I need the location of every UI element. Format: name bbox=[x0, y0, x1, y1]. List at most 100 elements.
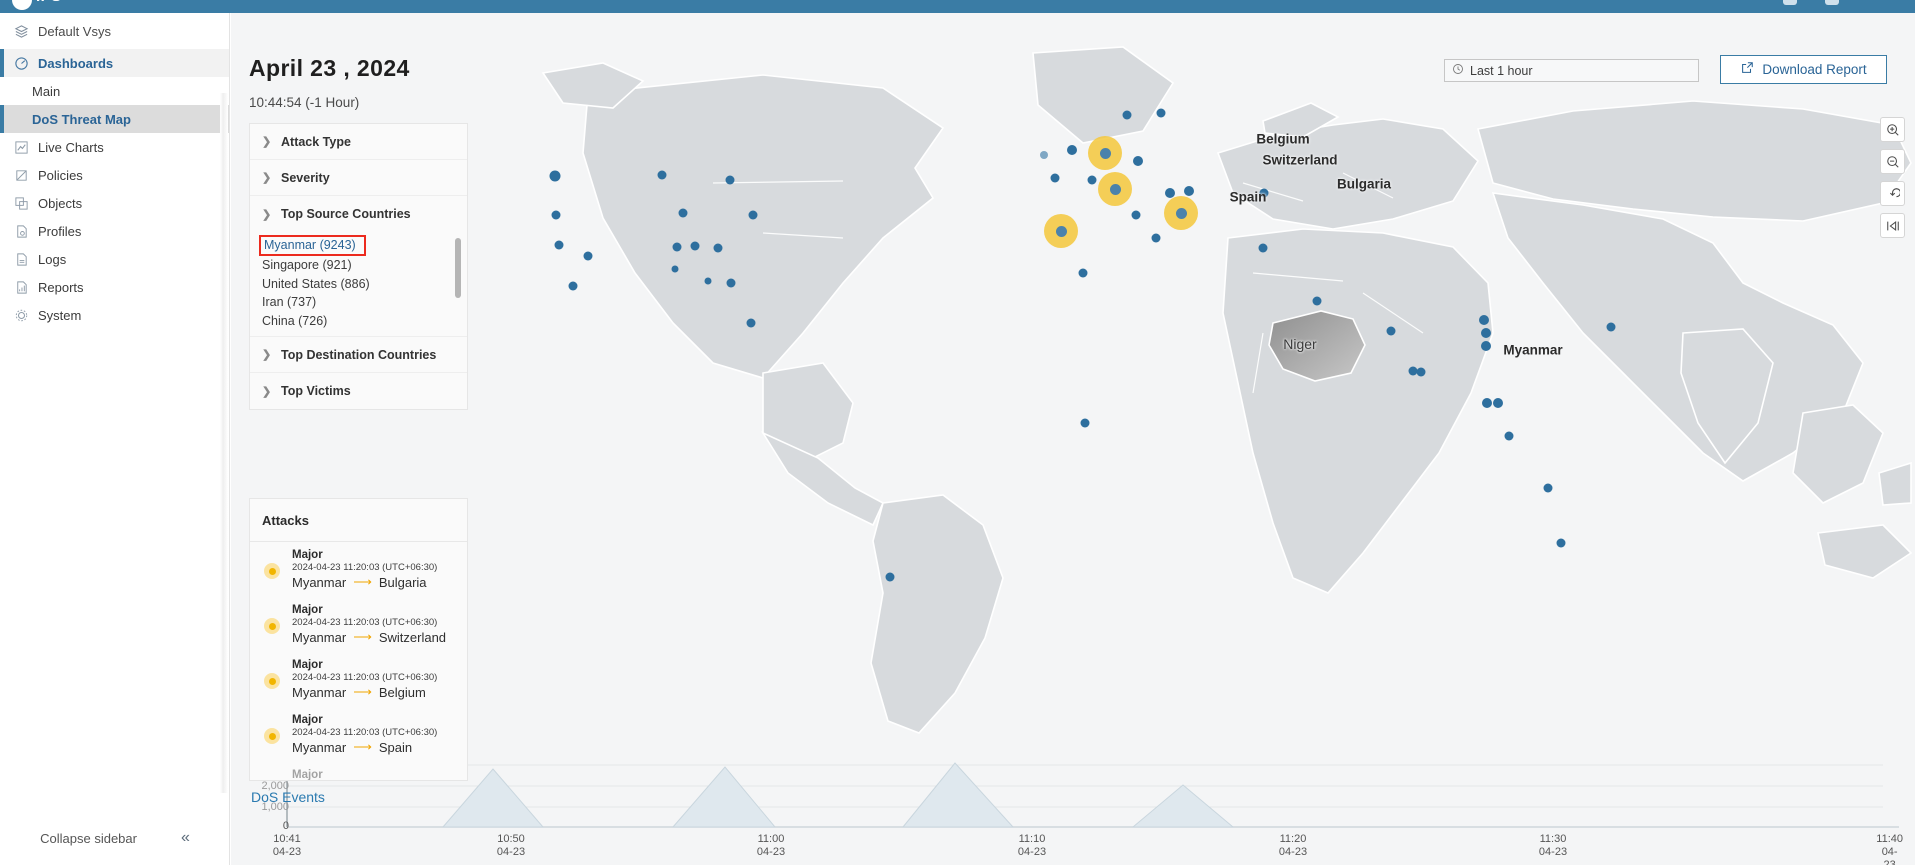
filter-section-top-destination-countries[interactable]: ❯ Top Destination Countries bbox=[250, 337, 467, 373]
map-label-myanmar: Myanmar bbox=[1503, 342, 1563, 358]
map-marker[interactable] bbox=[1078, 268, 1088, 278]
map-marker[interactable] bbox=[725, 175, 735, 185]
map-marker[interactable] bbox=[746, 318, 756, 328]
filter-section-attack-type[interactable]: ❯ Attack Type bbox=[250, 124, 467, 160]
map-marker[interactable] bbox=[1050, 173, 1060, 183]
zoom-in-icon[interactable] bbox=[1880, 117, 1905, 142]
collapse-sidebar-button[interactable]: Collapse sidebar « bbox=[0, 829, 230, 847]
country-item-iran[interactable]: Iran (737) bbox=[262, 295, 317, 309]
sidebar-item-profiles[interactable]: Profiles bbox=[0, 217, 229, 245]
map-marker[interactable] bbox=[726, 278, 736, 288]
severity-dot-icon bbox=[264, 673, 280, 689]
map-marker[interactable] bbox=[549, 170, 561, 182]
sidebar-item-dos-threat-map[interactable]: DoS Threat Map bbox=[0, 105, 229, 133]
map-marker[interactable] bbox=[1543, 483, 1553, 493]
country-item-myanmar[interactable]: Myanmar (9243) bbox=[259, 235, 366, 256]
help-icon[interactable] bbox=[1783, 0, 1797, 5]
map-marker[interactable] bbox=[1482, 398, 1492, 408]
attack-source: Myanmar bbox=[292, 739, 347, 755]
map-marker[interactable] bbox=[1386, 326, 1396, 336]
map-marker[interactable] bbox=[671, 265, 679, 273]
map-marker[interactable] bbox=[1087, 175, 1097, 185]
map-marker[interactable] bbox=[748, 210, 758, 220]
map-marker[interactable] bbox=[672, 242, 682, 252]
sidebar-scrollbar[interactable] bbox=[220, 93, 228, 793]
map-marker[interactable] bbox=[1408, 366, 1418, 376]
map-marker[interactable] bbox=[1165, 188, 1175, 198]
filter-section-top-source-countries[interactable]: ❯ Top Source Countries bbox=[250, 196, 467, 232]
map-marker[interactable] bbox=[657, 170, 667, 180]
map-label-switzerland: Switzerland bbox=[1262, 152, 1338, 168]
time-range-selector[interactable]: Last 1 hour bbox=[1444, 59, 1699, 82]
map-marker[interactable] bbox=[554, 240, 564, 250]
sidebar-vsys-selector[interactable]: Default Vsys bbox=[0, 13, 229, 49]
sidebar-item-logs[interactable]: Logs bbox=[0, 245, 229, 273]
map-marker[interactable] bbox=[1258, 243, 1268, 253]
map-marker[interactable] bbox=[1556, 538, 1566, 548]
sidebar-item-policies[interactable]: Policies bbox=[0, 161, 229, 189]
layers-icon bbox=[14, 24, 29, 39]
attack-list-item[interactable]: Major 2024-04-23 11:20:03 (UTC+06:30) My… bbox=[250, 707, 467, 762]
map-marker[interactable] bbox=[1493, 398, 1503, 408]
user-icon[interactable] bbox=[1825, 0, 1839, 5]
map-marker[interactable] bbox=[1504, 431, 1514, 441]
map-marker[interactable] bbox=[690, 241, 700, 251]
map-marker[interactable] bbox=[1259, 188, 1269, 198]
chart-xtick: 11:00 04-23 bbox=[756, 833, 786, 858]
sidebar-item-live-charts[interactable]: Live Charts bbox=[0, 133, 229, 161]
sidebar-item-label: DoS Threat Map bbox=[32, 111, 131, 127]
reset-view-icon[interactable] bbox=[1880, 181, 1905, 206]
map-marker[interactable] bbox=[583, 251, 593, 261]
sidebar-item-reports[interactable]: Reports bbox=[0, 273, 229, 301]
map-label-belgium: Belgium bbox=[1256, 131, 1310, 147]
filter-section-top-victims[interactable]: ❯ Top Victims bbox=[250, 373, 467, 409]
attack-list-item[interactable]: Major 2024-04-23 11:20:03 (UTC+06:30) bbox=[250, 762, 467, 780]
threat-map[interactable]: Belgium Switzerland Spain Bulgaria Niger… bbox=[243, 33, 1915, 763]
marker-core bbox=[1109, 183, 1121, 195]
map-marker[interactable] bbox=[568, 281, 578, 291]
map-marker[interactable] bbox=[1479, 315, 1489, 325]
attack-list-item[interactable]: Major 2024-04-23 11:20:03 (UTC+06:30) My… bbox=[250, 597, 467, 652]
attack-target-marker-spain[interactable] bbox=[1044, 214, 1078, 248]
download-report-button[interactable]: Download Report bbox=[1720, 55, 1887, 84]
country-list-scrollbar[interactable] bbox=[455, 238, 461, 298]
sidebar-item-main[interactable]: Main bbox=[0, 77, 229, 105]
fit-view-icon[interactable] bbox=[1880, 213, 1905, 238]
country-item-china[interactable]: China (726) bbox=[262, 313, 328, 328]
map-marker[interactable] bbox=[1184, 186, 1194, 196]
map-marker[interactable] bbox=[1481, 328, 1491, 338]
map-marker[interactable] bbox=[1122, 110, 1132, 120]
map-marker[interactable] bbox=[1606, 322, 1616, 332]
map-marker[interactable] bbox=[1151, 233, 1161, 243]
map-marker[interactable] bbox=[713, 243, 723, 253]
country-item-united-states[interactable]: United States (886) bbox=[262, 276, 370, 291]
map-marker[interactable] bbox=[1133, 156, 1143, 166]
country-item-singapore[interactable]: Singapore (921) bbox=[262, 258, 352, 272]
chart-xtick: 11:10 04-23 bbox=[1017, 833, 1047, 858]
map-marker[interactable] bbox=[1156, 108, 1166, 118]
map-marker[interactable] bbox=[1312, 296, 1322, 306]
map-marker[interactable] bbox=[1481, 341, 1491, 351]
map-marker[interactable] bbox=[704, 277, 712, 285]
dos-events-link[interactable]: DoS Events bbox=[251, 789, 325, 805]
menu-button[interactable]: Menu bbox=[128, 0, 158, 3]
map-marker[interactable] bbox=[1131, 210, 1141, 220]
map-marker[interactable] bbox=[551, 210, 561, 220]
sidebar-item-objects[interactable]: Objects bbox=[0, 189, 229, 217]
sidebar-item-dashboards[interactable]: Dashboards bbox=[0, 49, 229, 77]
map-marker[interactable] bbox=[678, 208, 688, 218]
map-marker[interactable] bbox=[1067, 145, 1077, 155]
map-marker[interactable] bbox=[885, 572, 895, 582]
arrow-right-icon: ⟶ bbox=[353, 739, 372, 754]
attack-list-item[interactable]: Major 2024-04-23 11:20:03 (UTC+06:30) My… bbox=[250, 652, 467, 707]
map-marker[interactable] bbox=[1040, 151, 1048, 159]
attack-target-marker-bulgaria[interactable] bbox=[1164, 196, 1198, 230]
attack-list-item[interactable]: Major 2024-04-23 11:20:03 (UTC+06:30) My… bbox=[250, 542, 467, 597]
map-marker[interactable] bbox=[1080, 418, 1090, 428]
zoom-out-icon[interactable] bbox=[1880, 149, 1905, 174]
sidebar-item-system[interactable]: System bbox=[0, 301, 229, 329]
map-marker[interactable] bbox=[1416, 367, 1426, 377]
filter-section-severity[interactable]: ❯ Severity bbox=[250, 160, 467, 196]
attack-target-marker-switzerland[interactable] bbox=[1098, 172, 1132, 206]
attack-target-marker-belgium[interactable] bbox=[1088, 136, 1122, 170]
